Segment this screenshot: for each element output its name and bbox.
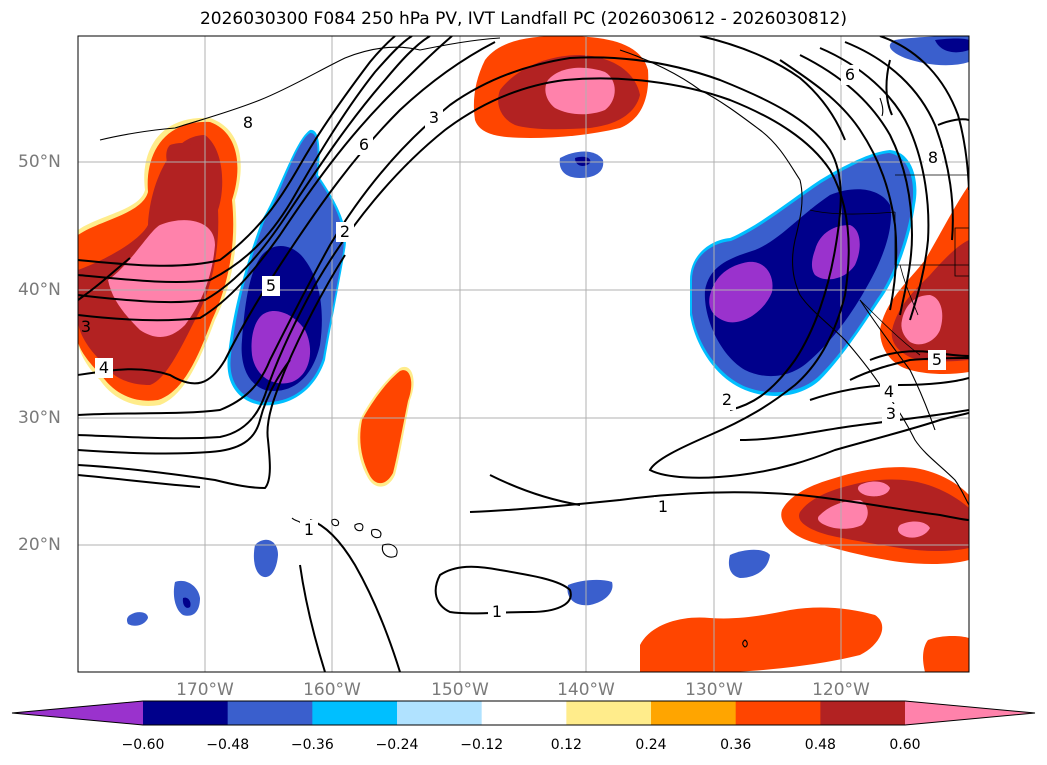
contour-label-4: 2 — [340, 222, 350, 241]
positive-anomaly-subtropical-east — [781, 467, 969, 565]
positive-anomaly-gulf-of-alaska — [473, 36, 649, 138]
colorbar-segment — [227, 701, 313, 725]
contour-label-3: 3 — [429, 108, 439, 127]
lat-label-40n: 40°N — [18, 280, 61, 300]
small-anomalies — [126, 151, 770, 626]
colorbar-tick-label: 0.48 — [804, 737, 836, 753]
lat-label-20n: 20°N — [18, 535, 61, 555]
contour-label-2: 6 — [359, 135, 369, 154]
contour-label-11: 1 — [658, 497, 668, 516]
contour-labels: 8 6 3 2 5 4 3 6 8 2 1 1 1 5 — [81, 65, 946, 622]
colorbar-segment — [735, 701, 821, 725]
contour-label-12: 1 — [492, 602, 502, 621]
contour-label-13: 1 — [304, 520, 314, 539]
colorbar-segment — [820, 701, 906, 725]
colorbar-tick-label: 0.60 — [889, 737, 921, 753]
lon-label-160w: 160°W — [303, 680, 361, 700]
colorbar-tick-label: 0.24 — [635, 737, 667, 753]
contour-label-7: 3 — [81, 317, 91, 336]
contour-label-14: 5 — [932, 350, 942, 369]
graticule — [78, 36, 969, 672]
colorbar-segment — [397, 701, 483, 725]
negative-anomaly-west — [227, 129, 346, 406]
positive-anomaly-south — [640, 607, 969, 672]
colorbar-segments — [12, 701, 1035, 725]
positive-anomaly-california — [880, 185, 969, 375]
lon-label-130w: 130°W — [685, 680, 743, 700]
map-frame — [77, 35, 970, 673]
colorbar — [11, 700, 1036, 726]
colorbar-extend-low — [12, 701, 143, 725]
map-title: 2026030300 F084 250 hPa PV, IVT Landfall… — [199, 9, 847, 29]
map-canvas: 8 6 3 2 5 4 3 6 8 2 1 1 1 5 — [77, 35, 970, 673]
contour-label-9: 8 — [928, 148, 938, 167]
colorbar-segment — [481, 701, 567, 725]
contour-label-8: 6 — [845, 65, 855, 84]
colorbar-tick-label: −0.36 — [290, 737, 334, 753]
contour-label-1: 8 — [243, 113, 253, 132]
lon-label-170w: 170°W — [176, 680, 234, 700]
pv-contours — [78, 36, 969, 672]
colorbar-tick-label: −0.12 — [460, 737, 504, 753]
contour-label-16: 3 — [886, 404, 896, 423]
colorbar-segment — [651, 701, 737, 725]
colorbar-tick-label: −0.60 — [121, 737, 165, 753]
lat-label-30n: 30°N — [18, 408, 61, 428]
contour-label-15: 4 — [884, 382, 894, 401]
colorbar-segment — [143, 701, 229, 725]
colorbar-tick-label: 0.12 — [550, 737, 582, 753]
colorbar-segment — [312, 701, 398, 725]
negative-anomaly-northeast-pacific — [690, 36, 969, 396]
lon-label-150w: 150°W — [431, 680, 489, 700]
colorbar-outline — [11, 700, 1036, 726]
lon-label-140w: 140°W — [557, 680, 615, 700]
contour-label-5: 5 — [266, 276, 276, 295]
colorbar-tick-label: 0.36 — [720, 737, 752, 753]
colorbar-tick-label: −0.24 — [375, 737, 419, 753]
positive-anomaly-west — [78, 117, 241, 406]
lat-label-50n: 50°N — [18, 152, 61, 172]
colorbar-tick-label: −0.48 — [206, 737, 250, 753]
contour-label-10: 2 — [722, 390, 732, 409]
coastlines — [99, 37, 969, 648]
lon-label-120w: 120°W — [812, 680, 870, 700]
contour-label-6: 4 — [99, 358, 109, 377]
colorbar-extend-high — [905, 701, 1035, 725]
colorbar-segment — [566, 701, 652, 725]
